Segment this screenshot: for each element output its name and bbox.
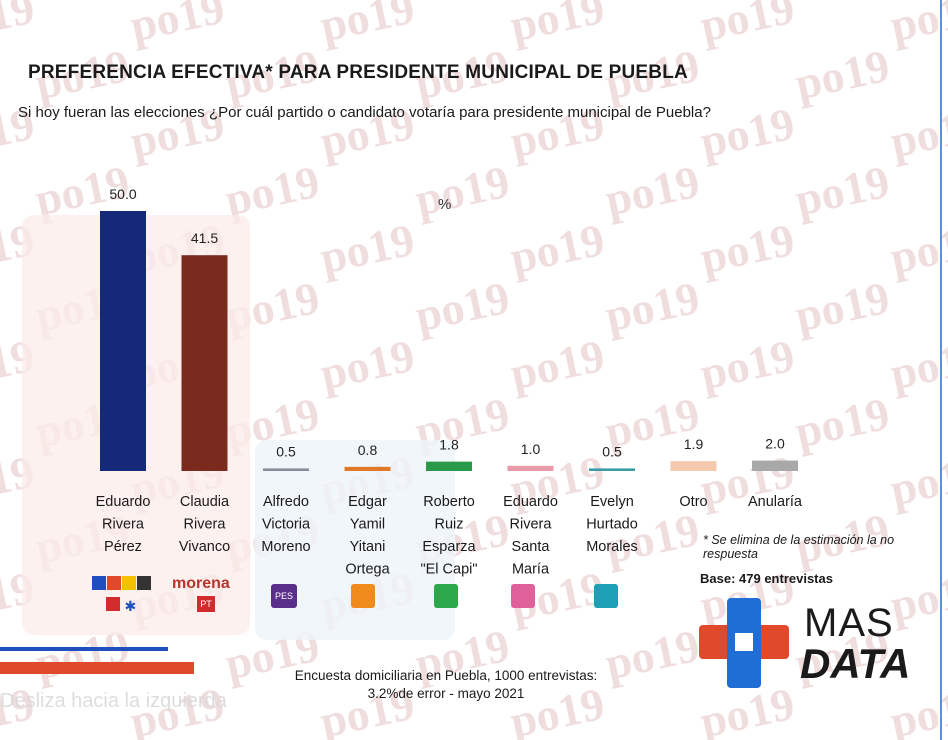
bar	[344, 466, 391, 471]
pes-logo: PES	[271, 584, 297, 608]
footer-line-2: 3.2%de error - mayo 2021	[367, 686, 525, 701]
redes-sociales-logo	[594, 584, 618, 608]
category-label: Eduardo Rivera Pérez	[96, 494, 151, 555]
category-label: Anularía	[748, 494, 803, 510]
morena-logo: morena	[172, 575, 230, 592]
bar	[426, 461, 472, 471]
category-label-line: Ortega	[345, 562, 390, 578]
category-label: Claudia Rivera Vivanco	[179, 494, 230, 555]
pt-logo: PT	[197, 596, 215, 612]
category-label-line: Claudia	[180, 494, 230, 510]
category-label: Alfredo Victoria Moreno	[261, 494, 311, 555]
decor-stripe-red	[0, 662, 194, 674]
bar-value-label: 0.5	[276, 443, 296, 459]
category-label-line: Rivera	[510, 517, 553, 533]
category-label-line: Roberto	[423, 494, 475, 510]
bar	[752, 460, 798, 471]
category-label-line: "El Capi"	[420, 562, 477, 578]
category-label-line: Moreno	[261, 539, 310, 555]
bar-value-label: 1.0	[521, 441, 541, 457]
category-label-line: Anularía	[748, 494, 803, 510]
category-label-line: Rivera	[184, 517, 227, 533]
category-label-line: Hurtado	[586, 517, 638, 533]
chart-subtitle: Si hoy fueran las elecciones ¿Por cuál p…	[18, 104, 711, 121]
category-label: Otro	[679, 494, 707, 510]
category-label-line: Yitani	[350, 539, 386, 555]
bar-value-label: 0.8	[358, 442, 378, 458]
category-label-line: Evelyn	[590, 494, 634, 510]
category-label-line: Eduardo	[503, 494, 558, 510]
category-label-line: Pérez	[104, 539, 142, 555]
category-label-line: Eduardo	[96, 494, 151, 510]
bar-value-label: 41.5	[191, 230, 218, 246]
category-label-line: Esparza	[422, 539, 476, 555]
survey-footer: Encuesta domiciliaria en Puebla, 1000 en…	[256, 667, 636, 703]
swipe-hint-overlay: Desliza hacia la izquierda	[0, 690, 227, 712]
footnote: * Se elimina de la estimación la no resp…	[703, 533, 895, 561]
bar	[589, 468, 635, 471]
category-label-line: Ruiz	[434, 517, 463, 533]
category-label-line: Yamil	[350, 517, 385, 533]
category-label-line: María	[512, 562, 550, 578]
category-label-line: Vivanco	[179, 539, 230, 555]
movimiento-ciudadano-logo	[351, 584, 375, 608]
bar	[670, 461, 717, 471]
bar	[100, 211, 146, 471]
partido-verde-logo	[434, 584, 458, 608]
base-count: Base: 479 entrevistas	[700, 571, 833, 586]
bar-value-label: 1.8	[439, 437, 459, 453]
category-label-line: Otro	[679, 494, 707, 510]
footer-line-1: Encuesta domiciliaria en Puebla, 1000 en…	[294, 668, 598, 683]
chart-title: PREFERENCIA EFECTIVA* PARA PRESIDENTE MU…	[28, 62, 688, 83]
category-label-line: Alfredo	[263, 494, 309, 510]
category-label: Edgar Yamil Yitani Ortega	[345, 494, 390, 578]
category-label-line: Santa	[512, 539, 551, 555]
right-border	[940, 0, 942, 740]
unit-label: %	[438, 196, 452, 213]
category-label: Eduardo Rivera Santa María	[503, 494, 558, 578]
mas-data-cross-icon	[699, 598, 789, 688]
bar-value-label: 2.0	[765, 436, 785, 452]
category-label-line: Morales	[586, 539, 638, 555]
category-label-line: Edgar	[348, 494, 387, 510]
brand-data: DATA	[800, 640, 911, 687]
bar-value-label: 50.0	[109, 186, 136, 202]
brand-mas: MAS	[804, 601, 894, 645]
bar-value-label: 1.9	[684, 436, 704, 452]
category-label: Roberto Ruiz Esparza "El Capi"	[420, 494, 477, 578]
category-label-line: Victoria	[262, 517, 311, 533]
category-label-line: Rivera	[102, 517, 145, 533]
decor-stripe-blue	[0, 647, 168, 651]
fuerza-por-mexico-logo	[511, 584, 535, 608]
coalition-logos-2: ✱	[106, 597, 138, 616]
coalition-logos	[92, 576, 154, 594]
category-label: Evelyn Hurtado Morales	[586, 494, 638, 555]
bar	[263, 468, 309, 471]
bar	[181, 255, 228, 471]
bar-value-label: 0.5	[602, 443, 622, 459]
bar	[507, 465, 554, 471]
